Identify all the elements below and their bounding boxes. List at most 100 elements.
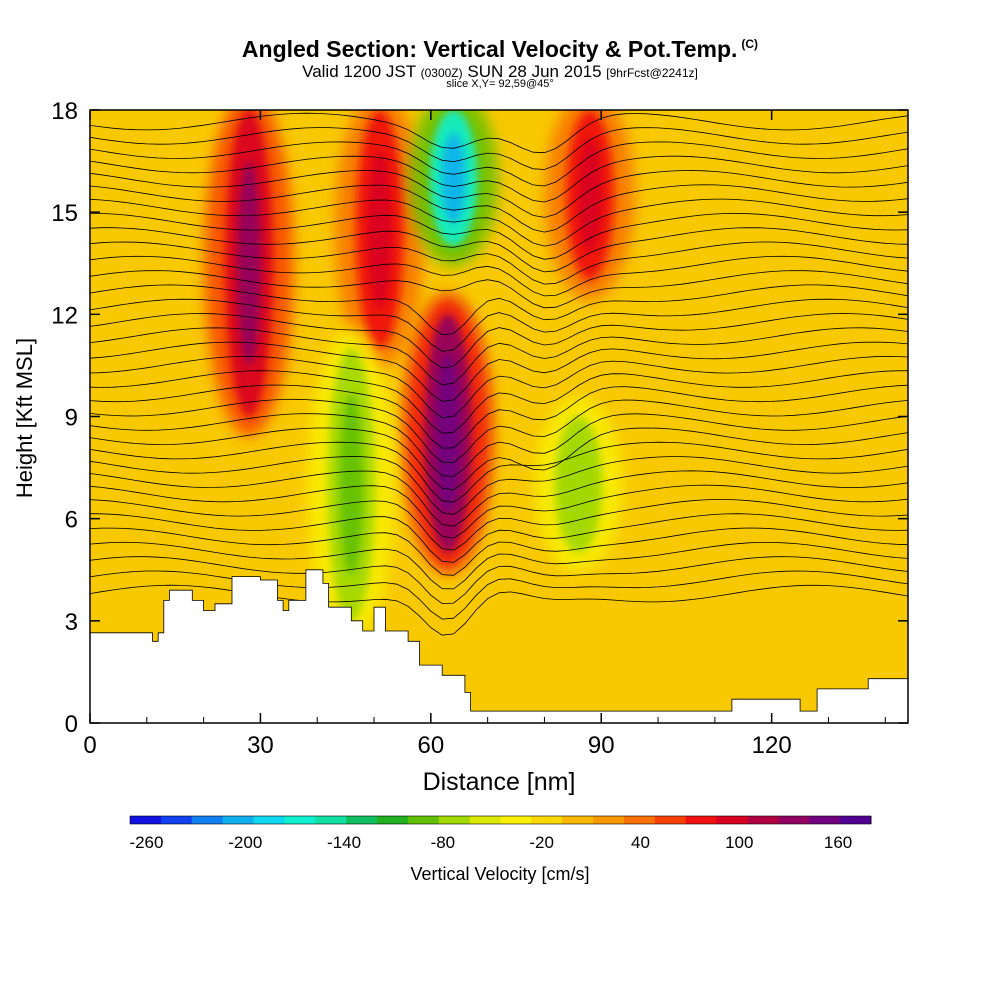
y-tick-label: 0 xyxy=(65,711,78,738)
y-tick-label: 3 xyxy=(65,609,78,636)
theta-contour xyxy=(90,570,908,620)
theta-contour xyxy=(90,341,908,402)
valid-date: SUN 28 Jun 2015 xyxy=(467,62,602,81)
colorbar-swatch xyxy=(253,816,285,824)
x-tick-label: 0 xyxy=(83,732,96,759)
colorbar-swatch xyxy=(624,816,656,824)
slice-label: slice X,Y= 92,59@45° xyxy=(446,78,554,90)
theta-contour xyxy=(90,441,908,503)
colorbar: -260 -200 -140 -80 -20 40 100 160 xyxy=(129,815,872,852)
terrain xyxy=(90,569,908,723)
colorbar-frame xyxy=(129,815,872,825)
colorbar-tick-label: -80 xyxy=(431,833,456,852)
theta-contour xyxy=(90,155,908,203)
theta-contour xyxy=(90,170,908,218)
colorbar-tick-label: 40 xyxy=(631,833,650,852)
x-tick-label: 120 xyxy=(752,732,792,759)
y-axis-label: Height [Kft MSL] xyxy=(12,338,37,498)
updraft-core-3 xyxy=(577,138,602,252)
theta-contour xyxy=(90,584,908,636)
colorbar-swatch xyxy=(407,816,440,824)
valid-prefix: Valid 1200 JST xyxy=(302,62,416,81)
forecast-label: [9hrFcst@2241z] xyxy=(606,66,698,80)
colorbar-swatch xyxy=(315,816,347,824)
x-axis: 0 30 60 90 120 xyxy=(83,110,886,759)
theta-contour xyxy=(90,556,908,605)
theta-contour xyxy=(90,370,908,434)
theta-contour xyxy=(90,313,908,369)
downdraft-core-1 xyxy=(339,393,364,576)
theta-contour xyxy=(90,470,908,527)
colorbar-swatch xyxy=(438,816,471,824)
chart-title: Angled Section: Vertical Velocity & Pot.… xyxy=(0,36,1000,63)
colorbar-swatch xyxy=(531,816,563,824)
velocity-field xyxy=(204,110,635,641)
x-tick-label: 90 xyxy=(588,732,615,759)
colorbar-tick-label: -140 xyxy=(327,833,361,852)
theta-contour xyxy=(90,527,908,576)
theta-contour xyxy=(90,184,908,233)
colorbar-swatch xyxy=(809,816,841,824)
colorbar-swatch xyxy=(500,816,532,824)
colorbar-swatch xyxy=(284,816,316,824)
downdraft-core-0 xyxy=(441,132,466,224)
theta-contour xyxy=(90,541,908,590)
colorbar-swatch xyxy=(747,816,779,824)
theta-contour xyxy=(90,141,908,187)
colorbar-swatch xyxy=(377,816,409,824)
theta-contour xyxy=(90,513,908,563)
plot-area xyxy=(89,109,909,724)
colorbar-swatch xyxy=(469,816,502,824)
x-axis-label: Distance [nm] xyxy=(423,768,576,796)
y-axis: 0 3 6 9 12 15 18 xyxy=(51,98,908,738)
theta-contour xyxy=(90,413,908,477)
downdraft-core-2 xyxy=(566,439,591,531)
theta-contour xyxy=(90,212,908,260)
colorbar-tick-label: -200 xyxy=(228,833,262,852)
theta-contour xyxy=(90,127,908,170)
x-tick-label: 30 xyxy=(247,732,274,759)
colorbar-swatch xyxy=(840,816,872,824)
theta-contour xyxy=(90,398,908,463)
colorbar-tick-label: -260 xyxy=(129,833,163,852)
y-tick-label: 6 xyxy=(65,507,78,534)
y-tick-label: 12 xyxy=(51,302,78,329)
colorbar-swatch xyxy=(716,816,749,824)
updraft-core-0 xyxy=(237,161,261,366)
colorbar-swatch xyxy=(654,816,687,824)
theta-contour xyxy=(90,255,908,297)
colorbar-swatch xyxy=(593,816,625,824)
theta-contour xyxy=(90,384,908,449)
updraft-core-2 xyxy=(435,354,460,513)
y-tick-label: 15 xyxy=(51,200,78,227)
colorbar-swatch xyxy=(160,816,193,824)
colorbar-label: Vertical Velocity [cm/s] xyxy=(410,864,589,884)
theta-contour xyxy=(90,499,908,551)
colorbar-swatch xyxy=(778,816,810,824)
theta-contour xyxy=(90,198,908,247)
potential-temperature-contours xyxy=(90,112,908,636)
y-tick-label: 9 xyxy=(65,405,78,432)
theta-contour xyxy=(90,270,908,309)
colorbar-swatch xyxy=(685,816,718,824)
colorbar-swatch xyxy=(130,816,162,824)
theta-contour xyxy=(90,355,908,419)
valid-utc: (0300Z) xyxy=(420,66,463,80)
colorbar-swatch xyxy=(346,816,378,824)
chart-title-suffix: (C) xyxy=(741,37,759,52)
theta-contour xyxy=(90,327,908,386)
theta-contour xyxy=(90,484,908,539)
colorbar-swatch xyxy=(222,816,255,824)
x-tick-label: 60 xyxy=(417,732,444,759)
colorbar-swatch xyxy=(191,816,224,824)
theta-contour xyxy=(90,227,908,273)
updraft-core-1 xyxy=(367,149,392,309)
y-tick-label: 18 xyxy=(51,98,78,125)
theta-contour xyxy=(90,241,908,285)
colorbar-tick-label: -20 xyxy=(529,833,554,852)
chart-subtitle: Valid 1200 JST (0300Z) SUN 28 Jun 2015 [… xyxy=(0,62,1000,82)
colorbar-tick-label: 100 xyxy=(725,833,753,852)
theta-contour xyxy=(90,298,908,352)
theta-contour xyxy=(90,284,908,336)
